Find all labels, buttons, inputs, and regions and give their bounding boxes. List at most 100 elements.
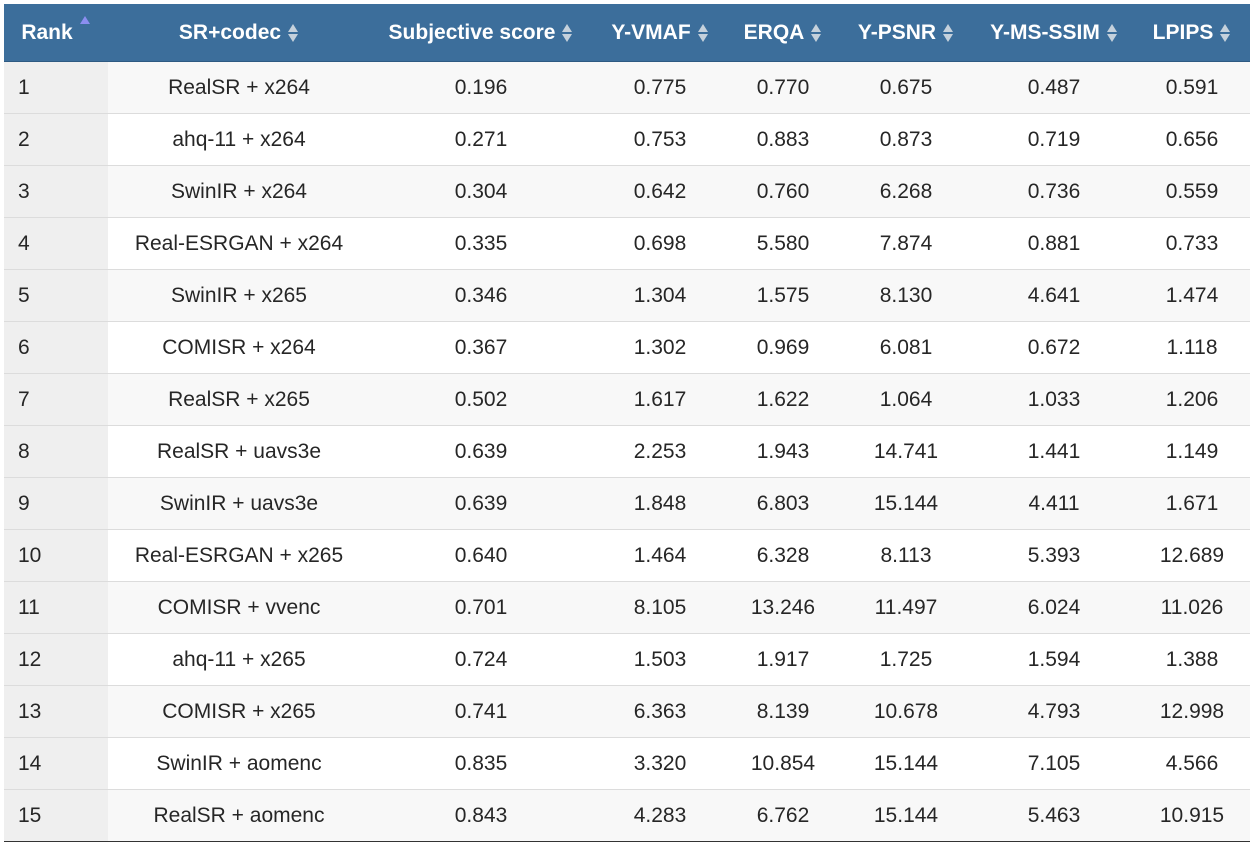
cell-erqa: 6.803	[728, 477, 838, 530]
cell-y-vmaf: 0.698	[592, 217, 728, 270]
cell-y-psnr: 1.725	[838, 633, 974, 686]
sort-up-arrow-icon	[79, 15, 90, 24]
cell-sr-codec: COMISR + x265	[108, 685, 370, 738]
column-header-label: ERQA	[743, 20, 805, 44]
cell-y-ms-ssim: 0.881	[974, 217, 1134, 270]
column-header-subjective-score[interactable]: Subjective score	[370, 4, 592, 62]
cell-sr-codec: RealSR + uavs3e	[108, 425, 370, 478]
leaderboard: Rank SR+codec Subjective score Y-VMAF ERQA Y-…	[4, 4, 1250, 842]
cell-y-ms-ssim: 0.672	[974, 321, 1134, 374]
cell-rank: 2	[4, 113, 108, 166]
cell-erqa: 10.854	[728, 737, 838, 790]
cell-subjective-score: 0.367	[370, 321, 592, 374]
column-header-y-psnr[interactable]: Y-PSNR	[838, 4, 974, 62]
sort-icon[interactable]	[697, 22, 709, 44]
column-header-label: Rank	[21, 20, 73, 44]
cell-lpips: 1.118	[1134, 321, 1250, 374]
cell-erqa: 1.575	[728, 269, 838, 322]
cell-y-vmaf: 3.320	[592, 737, 728, 790]
cell-sr-codec: COMISR + x264	[108, 321, 370, 374]
column-header-y-vmaf[interactable]: Y-VMAF	[592, 4, 728, 62]
sort-ascending-icon[interactable]	[79, 15, 91, 44]
cell-rank: 8	[4, 425, 108, 478]
sort-up-arrow-icon	[697, 23, 708, 32]
column-header-content[interactable]: Rank	[21, 15, 91, 45]
cell-erqa: 6.328	[728, 529, 838, 582]
cell-sr-codec: SwinIR + x265	[108, 269, 370, 322]
column-header-content[interactable]: Subjective score	[389, 21, 574, 45]
cell-lpips: 4.566	[1134, 737, 1250, 790]
column-header-label: Y-PSNR	[857, 20, 937, 44]
cell-subjective-score: 0.304	[370, 165, 592, 218]
cell-y-ms-ssim: 4.641	[974, 269, 1134, 322]
cell-sr-codec: ahq-11 + x265	[108, 633, 370, 686]
cell-y-vmaf: 0.753	[592, 113, 728, 166]
cell-subjective-score: 0.346	[370, 269, 592, 322]
cell-y-ms-ssim: 7.105	[974, 737, 1134, 790]
cell-subjective-score: 0.271	[370, 113, 592, 166]
sort-icon[interactable]	[1106, 22, 1118, 44]
cell-erqa: 6.762	[728, 789, 838, 842]
cell-rank: 4	[4, 217, 108, 270]
table-row: 15 RealSR + aomenc 0.843 4.283 6.762 15.144 5.…	[4, 789, 1250, 842]
sort-icon[interactable]	[561, 22, 573, 44]
cell-lpips: 11.026	[1134, 581, 1250, 634]
cell-lpips: 1.474	[1134, 269, 1250, 322]
column-header-label: Y-VMAF	[611, 20, 691, 44]
column-header-erqa[interactable]: ERQA	[728, 4, 838, 62]
sort-down-arrow-icon	[943, 33, 954, 42]
table-row: 14 SwinIR + aomenc 0.835 3.320 10.854 15.144 7…	[4, 737, 1250, 790]
cell-sr-codec: SwinIR + uavs3e	[108, 477, 370, 530]
column-header-sr-codec[interactable]: SR+codec	[108, 4, 370, 62]
cell-subjective-score: 0.639	[370, 477, 592, 530]
cell-y-ms-ssim: 4.411	[974, 477, 1134, 530]
cell-erqa: 0.760	[728, 165, 838, 218]
cell-rank: 15	[4, 789, 108, 842]
sort-icon[interactable]	[810, 22, 822, 44]
cell-rank: 7	[4, 373, 108, 426]
column-header-content[interactable]: Y-VMAF	[611, 21, 708, 45]
column-header-content[interactable]: LPIPS	[1153, 21, 1232, 45]
cell-y-ms-ssim: 0.719	[974, 113, 1134, 166]
cell-subjective-score: 0.724	[370, 633, 592, 686]
cell-erqa: 8.139	[728, 685, 838, 738]
cell-y-psnr: 6.081	[838, 321, 974, 374]
column-header-lpips[interactable]: LPIPS	[1134, 4, 1250, 62]
cell-y-psnr: 1.064	[838, 373, 974, 426]
cell-y-psnr: 0.873	[838, 113, 974, 166]
cell-y-ms-ssim: 0.487	[974, 61, 1134, 114]
table-row: 6 COMISR + x264 0.367 1.302 0.969 6.081 0.672 1…	[4, 321, 1250, 374]
cell-sr-codec: RealSR + x264	[108, 61, 370, 114]
cell-sr-codec: ahq-11 + x264	[108, 113, 370, 166]
column-header-y-ms-ssim[interactable]: Y-MS-SSIM	[974, 4, 1134, 62]
table-row: 13 COMISR + x265 0.741 6.363 8.139 10.678 4.79…	[4, 685, 1250, 738]
column-header-label: Subjective score	[388, 20, 556, 44]
cell-rank: 6	[4, 321, 108, 374]
table-row: 2 ahq-11 + x264 0.271 0.753 0.883 0.873 0.719 0…	[4, 113, 1250, 166]
cell-y-vmaf: 8.105	[592, 581, 728, 634]
cell-sr-codec: RealSR + x265	[108, 373, 370, 426]
cell-rank: 14	[4, 737, 108, 790]
column-header-content[interactable]: Y-MS-SSIM	[990, 21, 1118, 45]
column-header-content[interactable]: ERQA	[744, 21, 823, 45]
cell-y-vmaf: 2.253	[592, 425, 728, 478]
column-header-rank[interactable]: Rank	[4, 4, 108, 62]
table-header: Rank SR+codec Subjective score Y-VMAF ERQA Y-…	[4, 4, 1250, 62]
table-row: 1 RealSR + x264 0.196 0.775 0.770 0.675 0.487 0…	[4, 61, 1250, 114]
column-header-content[interactable]: Y-PSNR	[858, 21, 954, 45]
cell-rank: 3	[4, 165, 108, 218]
cell-rank: 9	[4, 477, 108, 530]
cell-y-ms-ssim: 0.736	[974, 165, 1134, 218]
sort-icon[interactable]	[942, 22, 954, 44]
cell-y-psnr: 15.144	[838, 737, 974, 790]
cell-y-vmaf: 0.642	[592, 165, 728, 218]
sort-down-arrow-icon	[697, 33, 708, 42]
cell-erqa: 0.883	[728, 113, 838, 166]
sort-down-arrow-icon	[1220, 33, 1231, 42]
cell-y-ms-ssim: 1.594	[974, 633, 1134, 686]
column-header-content[interactable]: SR+codec	[179, 21, 299, 45]
sort-icon[interactable]	[1219, 22, 1231, 44]
cell-y-psnr: 10.678	[838, 685, 974, 738]
sort-icon[interactable]	[287, 22, 299, 44]
cell-erqa: 1.917	[728, 633, 838, 686]
